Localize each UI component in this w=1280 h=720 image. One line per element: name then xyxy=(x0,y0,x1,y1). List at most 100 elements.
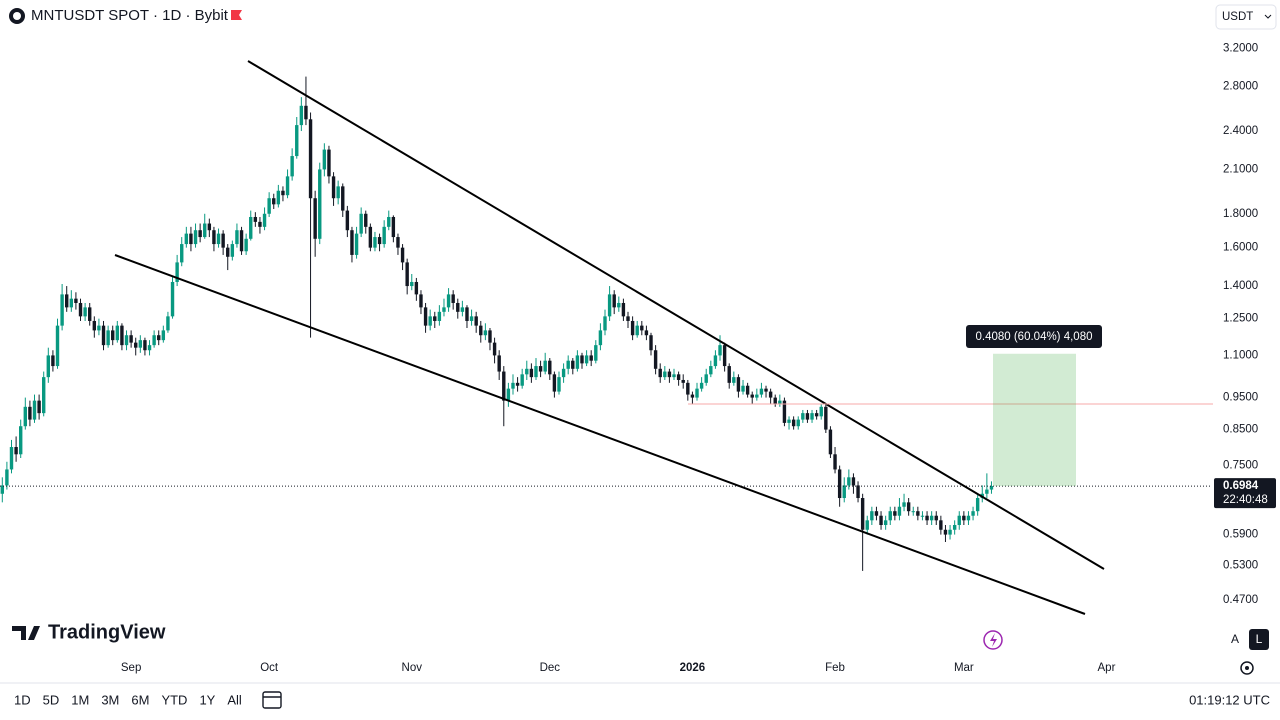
chart-title[interactable]: MNTUSDT SPOT · 1D · Bybit xyxy=(31,7,229,24)
candle-body xyxy=(649,335,653,351)
candle-body xyxy=(805,413,810,420)
candle-body xyxy=(814,413,819,417)
candle-body xyxy=(764,388,768,392)
candle-body xyxy=(437,311,442,321)
y-tick-label: 0.5300 xyxy=(1223,559,1258,571)
candle-body xyxy=(69,298,74,308)
settings-icon[interactable] xyxy=(1240,661,1254,675)
candle-body xyxy=(143,340,147,351)
auto-scale-button[interactable]: A xyxy=(1231,632,1239,646)
candle-body xyxy=(74,298,78,303)
candle-body xyxy=(469,316,474,321)
x-tick-label: Dec xyxy=(540,662,561,674)
range-button[interactable]: 5D xyxy=(43,692,60,707)
candle-body xyxy=(594,345,598,361)
candle-body xyxy=(897,506,902,516)
candle-body xyxy=(55,325,60,367)
candle-body xyxy=(902,502,906,507)
candle-body xyxy=(653,350,658,369)
alert-icon xyxy=(990,633,997,647)
candle-body xyxy=(966,515,971,521)
date-range-icon[interactable] xyxy=(262,691,282,709)
range-button[interactable]: 1Y xyxy=(199,692,215,707)
candle-body xyxy=(870,511,874,521)
range-button[interactable]: YTD xyxy=(161,692,187,707)
candle-body xyxy=(295,125,299,157)
candle-body xyxy=(745,385,750,395)
candle-body xyxy=(313,198,317,239)
candle-body xyxy=(768,391,773,398)
range-button[interactable]: 1M xyxy=(71,692,89,707)
candle-body xyxy=(249,216,253,239)
candle-body xyxy=(663,371,667,378)
candle-body xyxy=(446,294,451,308)
candle-body xyxy=(557,377,561,392)
price-label-bg xyxy=(1214,478,1276,509)
dropdown-icon xyxy=(1264,14,1272,19)
log-scale-button[interactable] xyxy=(1249,629,1269,650)
candle-body xyxy=(42,377,46,414)
candle-body xyxy=(672,374,676,378)
candle-body xyxy=(515,382,520,386)
candle-body xyxy=(929,515,934,521)
candle-body xyxy=(584,355,589,364)
x-tick-label: Apr xyxy=(1098,662,1116,674)
candle-body xyxy=(732,377,736,383)
candle-body xyxy=(810,413,814,420)
brand-logo xyxy=(12,626,40,640)
candle-body xyxy=(883,520,888,526)
currency[interactable]: USDT xyxy=(1222,11,1253,23)
flag-icon[interactable] xyxy=(231,10,242,20)
candle-body xyxy=(267,198,271,214)
currency-button[interactable] xyxy=(1215,4,1277,30)
candle-body xyxy=(534,366,538,378)
candle-body xyxy=(474,316,478,326)
candle-body xyxy=(713,355,718,367)
candle-body xyxy=(106,330,110,346)
log-scale-button-label[interactable]: L xyxy=(1256,632,1263,646)
candle-body xyxy=(626,316,630,321)
candle-body xyxy=(598,330,603,346)
candle-body xyxy=(88,307,92,321)
candle-body xyxy=(387,216,391,227)
candle-body xyxy=(911,511,915,513)
y-tick-label: 1.2500 xyxy=(1223,313,1258,325)
range-button[interactable]: All xyxy=(227,692,242,707)
x-tick-label: 2026 xyxy=(680,662,706,674)
measure-label: 0.4080 (60.04%) 4,080 xyxy=(975,331,1092,343)
candle-body xyxy=(451,294,455,303)
candle-body xyxy=(603,316,607,331)
candle-body xyxy=(193,230,198,245)
candle-body xyxy=(78,302,83,317)
candle-body xyxy=(879,515,883,526)
candle-body xyxy=(304,105,308,120)
candle-body xyxy=(322,149,327,170)
candle-body xyxy=(244,238,248,252)
candle-body xyxy=(842,485,846,499)
candle-body xyxy=(952,525,957,530)
candle-body xyxy=(382,226,386,245)
range-button[interactable]: 6M xyxy=(131,692,149,707)
alert-icon[interactable] xyxy=(983,630,1003,650)
candle-body xyxy=(111,330,115,341)
range-button[interactable]: 1D xyxy=(14,692,31,707)
candle-body xyxy=(888,511,892,521)
candle-body xyxy=(5,469,9,486)
candle-body xyxy=(939,520,943,530)
range-button[interactable]: 3M xyxy=(101,692,119,707)
candle-body xyxy=(644,330,649,336)
candle-body xyxy=(483,330,488,336)
candle-body xyxy=(975,498,980,512)
candle-body xyxy=(134,342,138,348)
candle-body xyxy=(170,281,175,317)
candle-body xyxy=(345,210,350,231)
candle-body xyxy=(658,368,662,378)
last-price-label: 0.6984 xyxy=(1223,480,1259,492)
candle-body xyxy=(538,366,543,372)
candle-body xyxy=(865,520,869,530)
candle-body xyxy=(331,176,336,199)
candle-body xyxy=(364,213,368,227)
candle-body xyxy=(529,368,534,378)
